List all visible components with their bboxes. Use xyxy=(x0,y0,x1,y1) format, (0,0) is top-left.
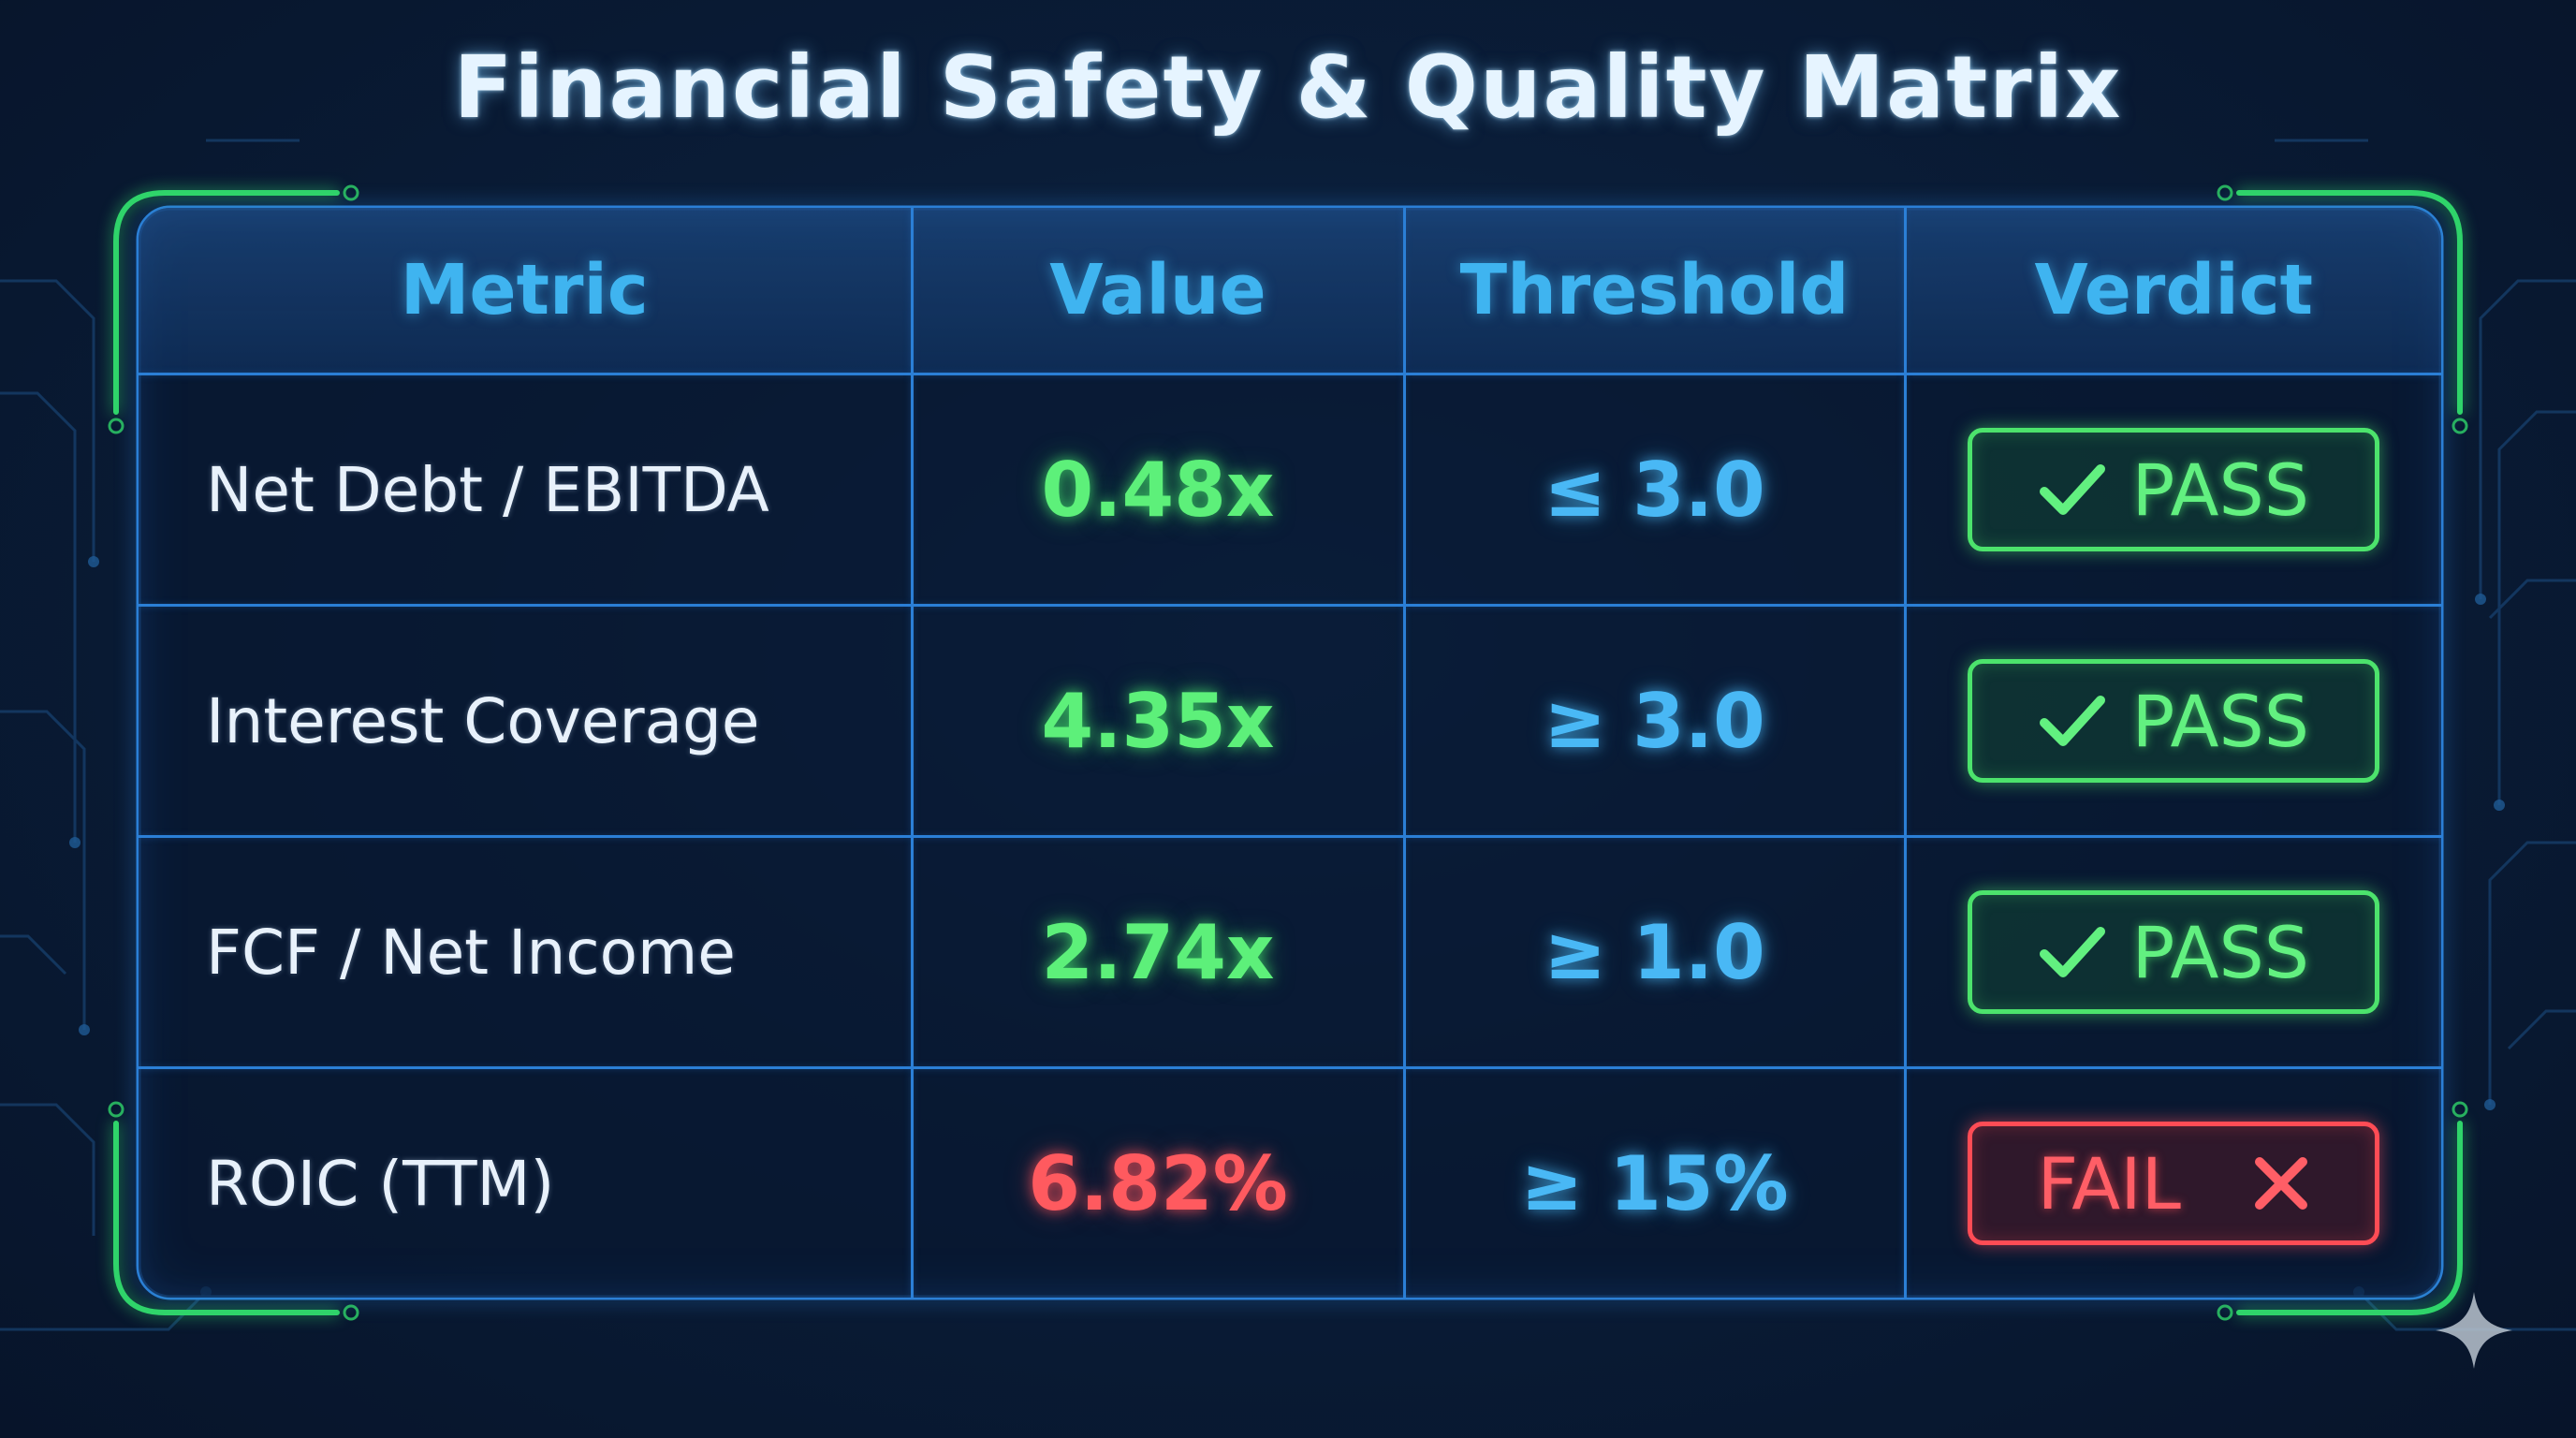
table-header-row: Metric Value Threshold Verdict xyxy=(139,208,2441,375)
page-title: Financial Safety & Quality Matrix xyxy=(453,37,2123,138)
metric-value: 0.48x xyxy=(910,373,1406,607)
metric-threshold: ≥ 1.0 xyxy=(1402,835,1907,1069)
header-metric: Metric xyxy=(139,208,914,375)
safety-quality-matrix: Metric Value Threshold Verdict Net Debt … xyxy=(139,208,2441,1298)
metric-name: Interest Coverage xyxy=(139,604,914,838)
metric-threshold: ≤ 3.0 xyxy=(1402,373,1907,607)
verdict-label: PASS xyxy=(2131,448,2309,532)
pass-badge: PASS xyxy=(1968,659,2380,783)
verdict-cell: PASS xyxy=(1903,835,2441,1069)
verdict-cell: PASS xyxy=(1903,373,2441,607)
metric-threshold: ≥ 3.0 xyxy=(1402,604,1907,838)
check-icon xyxy=(2039,696,2105,746)
metric-threshold: ≥ 15% xyxy=(1402,1066,1907,1298)
metric-name: Net Debt / EBITDA xyxy=(139,373,914,607)
table-row: Interest Coverage 4.35x ≥ 3.0 PASS xyxy=(139,604,2441,838)
metric-name: ROIC (TTM) xyxy=(139,1066,914,1298)
verdict-label: PASS xyxy=(2131,910,2309,994)
table-row: Net Debt / EBITDA 0.48x ≤ 3.0 PASS xyxy=(139,373,2441,607)
verdict-label: PASS xyxy=(2131,679,2309,763)
check-icon xyxy=(2039,927,2105,977)
fail-badge: FAIL xyxy=(1968,1122,2380,1245)
cross-icon xyxy=(2254,1157,2307,1210)
table-row: ROIC (TTM) 6.82% ≥ 15% FAIL xyxy=(139,1066,2441,1298)
verdict-cell: FAIL xyxy=(1903,1066,2441,1298)
check-icon xyxy=(2039,464,2105,515)
verdict-label: FAIL xyxy=(2037,1141,2181,1225)
header-value: Value xyxy=(910,208,1406,375)
header-verdict: Verdict xyxy=(1903,208,2441,375)
pass-badge: PASS xyxy=(1968,890,2380,1014)
header-threshold: Threshold xyxy=(1402,208,1907,375)
table-row: FCF / Net Income 2.74x ≥ 1.0 PASS xyxy=(139,835,2441,1069)
verdict-cell: PASS xyxy=(1903,604,2441,838)
metric-name: FCF / Net Income xyxy=(139,835,914,1069)
metric-value: 4.35x xyxy=(910,604,1406,838)
sparkle-icon xyxy=(2436,1292,2512,1369)
metric-value: 6.82% xyxy=(910,1066,1406,1298)
metrics-table: Metric Value Threshold Verdict Net Debt … xyxy=(139,208,2441,1298)
metric-value: 2.74x xyxy=(910,835,1406,1069)
pass-badge: PASS xyxy=(1968,428,2380,551)
